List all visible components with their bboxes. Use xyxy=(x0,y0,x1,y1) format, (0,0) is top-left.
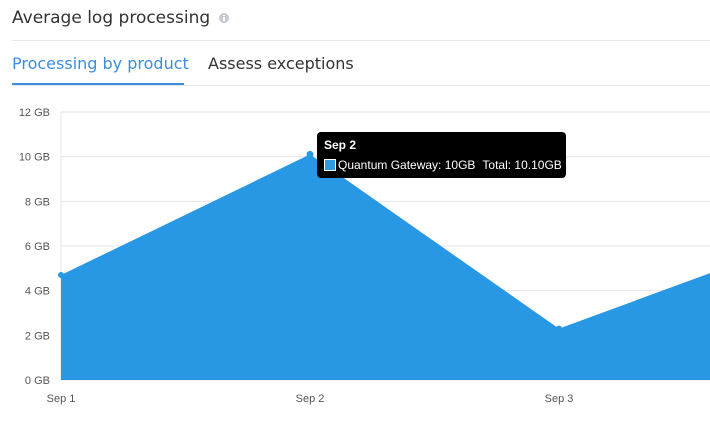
y-tick-label: 4 GB xyxy=(25,286,50,298)
x-tick-label: Sep 3 xyxy=(545,393,574,405)
header-divider xyxy=(12,40,710,41)
y-tick-label: 0 GB xyxy=(25,375,50,387)
tooltip-row: Quantum Gateway: 10GB Total: 10.10GB xyxy=(324,158,562,172)
tab-bar: Processing by product Assess exceptions xyxy=(12,44,710,86)
x-tick-label: Sep 2 xyxy=(296,393,325,405)
y-tick-label: 2 GB xyxy=(25,330,50,342)
y-axis-ticks: 0 GB 2 GB 4 GB 6 GB 8 GB 10 GB 12 GB xyxy=(19,107,50,387)
chart-tooltip: Sep 2 Quantum Gateway: 10GB Total: 10.10… xyxy=(317,132,566,178)
tooltip-date: Sep 2 xyxy=(324,138,357,152)
series-area-quantum-gateway[interactable] xyxy=(61,154,710,380)
series-point[interactable] xyxy=(306,150,314,158)
tab-assess-exceptions[interactable]: Assess exceptions xyxy=(208,54,354,73)
tab-processing-by-product[interactable]: Processing by product xyxy=(12,54,189,73)
series-point[interactable] xyxy=(556,325,562,332)
x-tick-label: Sep 1 xyxy=(47,393,76,405)
series-points xyxy=(58,150,562,332)
y-tick-label: 12 GB xyxy=(19,107,50,119)
tooltip-total-label: Total: 10.10GB xyxy=(482,158,562,172)
active-tab-indicator xyxy=(12,83,184,85)
y-tick-label: 8 GB xyxy=(25,196,50,208)
page-title: Average log processing xyxy=(12,8,211,28)
x-axis-ticks: Sep 1 Sep 2 Sep 3 xyxy=(47,393,574,405)
info-icon[interactable] xyxy=(219,13,230,23)
series-swatch xyxy=(324,159,336,171)
card-header: Average log processing xyxy=(12,6,230,30)
tooltip-series-label: Quantum Gateway: 10GB xyxy=(338,158,476,172)
y-tick-label: 6 GB xyxy=(25,241,50,253)
y-tick-label: 10 GB xyxy=(19,152,50,164)
series-point[interactable] xyxy=(58,272,64,279)
tabs-divider xyxy=(12,85,710,86)
